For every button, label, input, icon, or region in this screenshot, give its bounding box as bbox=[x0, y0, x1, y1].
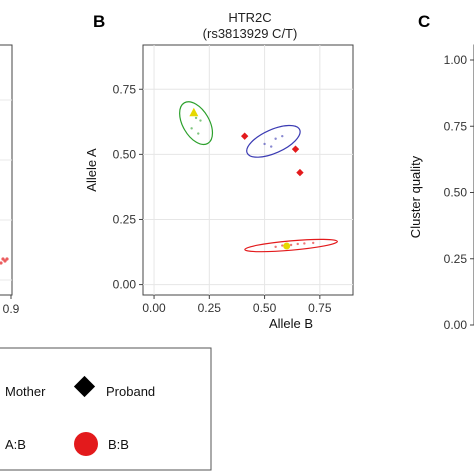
cluster-point bbox=[289, 243, 293, 247]
cluster-ellipse-bb bbox=[244, 238, 338, 253]
panel-a-point bbox=[3, 259, 7, 263]
cluster-point bbox=[312, 241, 315, 245]
panel-b-x-tick-label: 0.50 bbox=[253, 301, 277, 315]
panel-a-point bbox=[0, 261, 3, 265]
legend-label-mother: Mother bbox=[5, 384, 46, 399]
panel-b-y-tick-label: 0.50 bbox=[113, 147, 137, 161]
panel-b-plot-frame bbox=[142, 44, 354, 296]
panel-b-title: HTR2C bbox=[228, 10, 271, 25]
panel-b: B HTR2C (rs3813929 C/T) 0.00 0.25 0.50 0.75… bbox=[84, 10, 354, 331]
panel-b-ticks: 0.00 0.25 0.50 0.75 0.00 0.25 0.50 0.75 bbox=[113, 82, 332, 315]
cluster-point bbox=[303, 242, 306, 245]
panel-a: 0.9 bbox=[0, 44, 20, 316]
panel-b-grid bbox=[143, 45, 353, 295]
cluster-point bbox=[281, 134, 284, 138]
cluster-point bbox=[199, 119, 202, 122]
mother-triangle-point bbox=[189, 107, 199, 117]
panel-b-y-tick-label: 0.75 bbox=[113, 82, 137, 96]
legend-frame bbox=[0, 347, 212, 471]
panel-a-point bbox=[5, 257, 9, 261]
cluster-ellipse-ab bbox=[246, 124, 301, 158]
cluster-point bbox=[263, 142, 266, 146]
panel-b-subtitle: (rs3813929 C/T) bbox=[203, 26, 298, 41]
panel-b-x-tick-label: 0.75 bbox=[308, 301, 332, 315]
panel-c-y-tick-label: 0.75 bbox=[444, 119, 468, 133]
cluster-ellipse-aa bbox=[179, 101, 214, 146]
panel-b-y-tick-label: 0.25 bbox=[113, 212, 137, 226]
panel-a-x-tick-label: 0.9 bbox=[3, 302, 20, 316]
cluster-point bbox=[296, 242, 299, 246]
panel-b-y-axis-label: Allele A bbox=[84, 148, 99, 192]
cluster-point bbox=[274, 137, 277, 140]
legend-label-bb: B:B bbox=[108, 437, 129, 452]
cluster-point bbox=[194, 116, 198, 120]
panel-b-x-axis-label: Allele B bbox=[269, 316, 313, 331]
panel-b-cluster-ellipses bbox=[179, 101, 338, 253]
panel-c-y-tick-label: 0.50 bbox=[444, 186, 468, 200]
legend: Mother Proband A:B B:B bbox=[0, 347, 212, 471]
panel-c: C 0.00 0.25 0.50 0.75 1.00 Cluster quality bbox=[408, 12, 474, 332]
panel-a-points bbox=[0, 257, 9, 265]
cluster-point bbox=[190, 127, 193, 130]
panel-b-x-tick-label: 0.00 bbox=[142, 301, 166, 315]
panel-b-x-tick-label: 0.25 bbox=[198, 301, 222, 315]
panel-b-points bbox=[189, 107, 315, 250]
panel-a-plot-frame bbox=[0, 44, 13, 296]
panel-c-y-axis-label: Cluster quality bbox=[408, 155, 423, 238]
cluster-point bbox=[270, 145, 273, 148]
legend-label-ab: A:B bbox=[5, 437, 26, 452]
proband-diamond-point bbox=[241, 132, 249, 140]
panel-b-letter: B bbox=[93, 12, 105, 31]
panel-c-letter: C bbox=[418, 12, 430, 31]
legend-label-proband: Proband bbox=[106, 384, 155, 399]
panel-c-y-tick-label: 0.00 bbox=[444, 318, 468, 332]
cluster-point bbox=[281, 244, 284, 247]
panel-a-point bbox=[1, 257, 5, 261]
mother-circle-point bbox=[283, 242, 291, 250]
panel-b-y-tick-label: 0.00 bbox=[113, 278, 137, 292]
cluster-point bbox=[197, 132, 200, 135]
panel-c-ticks: 0.00 0.25 0.50 0.75 1.00 bbox=[444, 53, 474, 332]
panel-c-y-tick-label: 1.00 bbox=[444, 53, 468, 67]
panel-c-y-tick-label: 0.25 bbox=[444, 252, 468, 266]
legend-circle-icon bbox=[74, 432, 98, 456]
cluster-point bbox=[274, 245, 277, 249]
